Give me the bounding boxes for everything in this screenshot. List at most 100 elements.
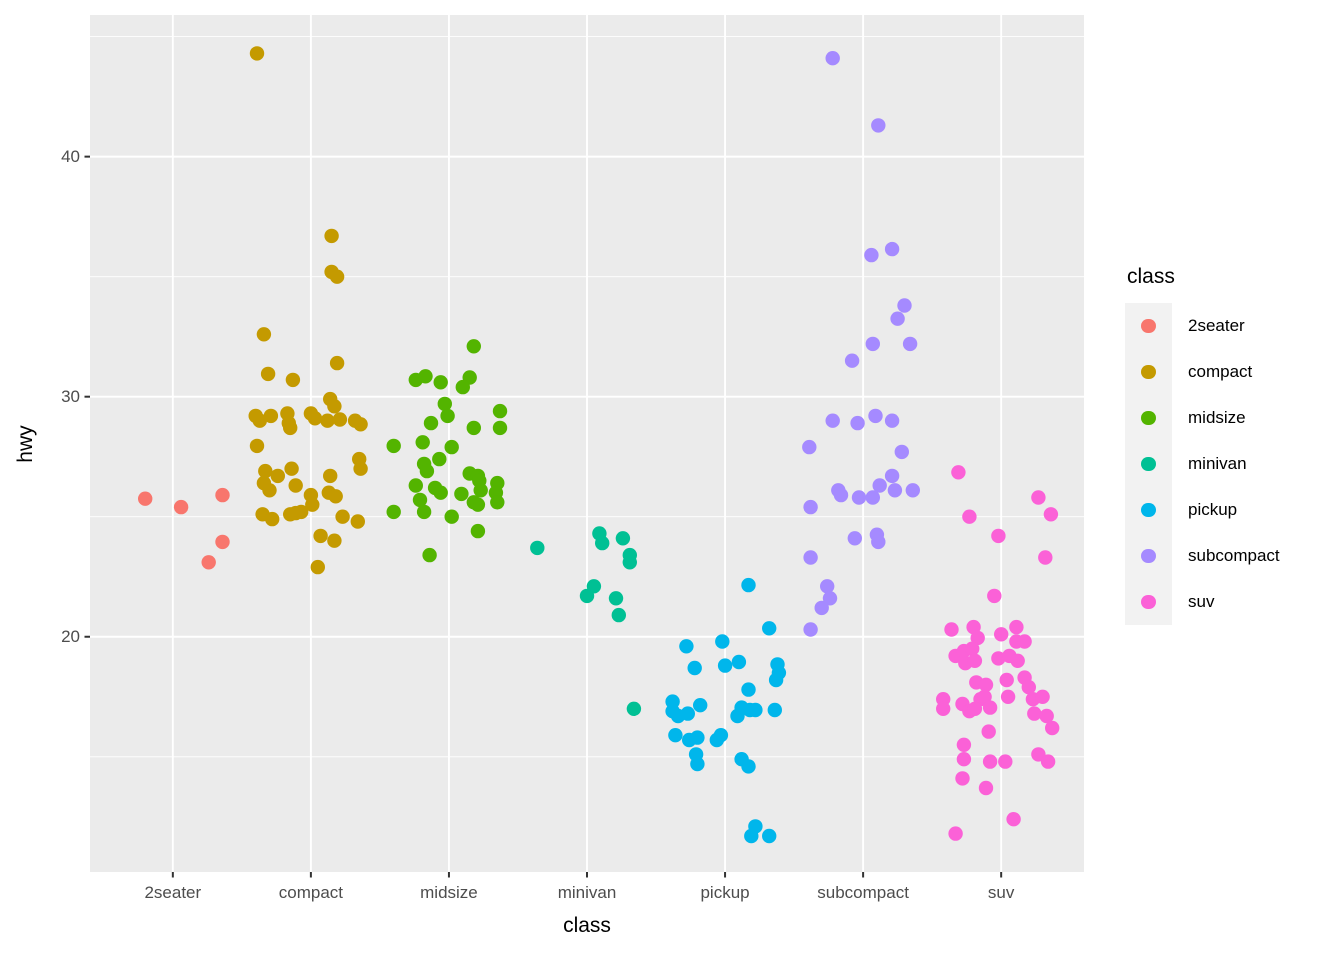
data-point-pickup [690, 756, 705, 772]
data-point-suv [977, 689, 992, 704]
data-point-compact [328, 489, 343, 504]
data-point-suv [951, 465, 966, 480]
data-point-suv [994, 627, 1009, 642]
data-point-midsize [412, 492, 428, 508]
data-point-midsize [386, 438, 401, 454]
data-point-minivan [608, 591, 624, 606]
data-point-midsize [440, 408, 455, 424]
data-point-pickup [717, 658, 733, 673]
data-point-2seater [215, 534, 230, 550]
data-point-suv [1039, 708, 1054, 724]
data-point-compact [305, 497, 320, 512]
data-point-subcompact [822, 591, 838, 606]
data-point-pickup [762, 621, 777, 636]
data-point-compact [262, 483, 277, 498]
data-point-suv [1027, 706, 1042, 721]
legend-label: 2seater [1188, 316, 1245, 335]
data-point-subcompact [847, 531, 862, 546]
data-point-2seater [215, 487, 230, 503]
data-point-compact [307, 411, 323, 426]
data-point-subcompact [871, 118, 886, 133]
data-point-subcompact [894, 444, 909, 460]
data-point-subcompact [802, 439, 817, 455]
data-point-compact [323, 468, 338, 484]
data-point-suv [1035, 689, 1050, 704]
data-point-compact [327, 399, 342, 414]
data-point-midsize [444, 439, 459, 455]
data-point-minivan [611, 607, 626, 623]
data-point-subcompact [851, 490, 867, 505]
data-point-midsize [444, 509, 459, 524]
legend-key [1125, 579, 1172, 625]
y-tick-label: 20 [61, 626, 80, 646]
legend-key [1125, 533, 1172, 579]
data-point-subcompact [902, 336, 918, 352]
data-point-subcompact [844, 353, 860, 368]
data-point-suv [1017, 634, 1032, 649]
data-point-suv [978, 780, 994, 796]
data-point-minivan [595, 535, 610, 551]
data-point-midsize [419, 463, 435, 479]
legend-dot-icon [1141, 318, 1156, 334]
data-point-suv [982, 700, 998, 715]
data-point-compact [324, 228, 339, 244]
data-point-subcompact [864, 247, 879, 263]
legend-dot-icon [1141, 456, 1156, 472]
data-point-subcompact [803, 499, 818, 515]
data-point-midsize [490, 495, 505, 510]
data-point-subcompact [872, 478, 887, 493]
legend-label: minivan [1188, 454, 1247, 473]
data-point-suv [948, 826, 963, 841]
x-tick-label-subcompact: subcompact [817, 883, 909, 902]
legend-label: suv [1188, 592, 1215, 611]
y-tick-label: 30 [61, 386, 80, 406]
data-point-subcompact [825, 413, 840, 428]
legend-item-subcompact: subcompact [1125, 533, 1280, 579]
data-point-suv [1010, 653, 1025, 668]
data-point-compact [258, 463, 273, 479]
data-point-compact [270, 468, 285, 484]
data-point-compact [327, 533, 342, 548]
data-point-2seater [173, 499, 189, 515]
data-point-midsize [433, 375, 448, 390]
x-axis-title: class [563, 914, 611, 937]
legend-key [1125, 349, 1172, 395]
data-point-pickup [730, 708, 745, 724]
legend-item-midsize: midsize [1125, 395, 1280, 441]
data-point-subcompact [905, 483, 920, 498]
data-point-minivan [530, 540, 545, 556]
data-point-subcompact [868, 408, 883, 424]
data-point-compact [284, 461, 299, 476]
x-tick-label-compact: compact [278, 883, 343, 902]
data-point-pickup [713, 728, 729, 743]
data-point-compact [313, 528, 328, 544]
data-point-subcompact [897, 298, 912, 313]
data-point-suv [991, 528, 1006, 544]
y-tick-label: 40 [61, 146, 80, 166]
data-point-midsize [492, 420, 508, 436]
data-point-compact [285, 372, 301, 388]
legend: class 2seater compact midsize minivan pickup… [1125, 265, 1280, 625]
data-point-pickup [668, 728, 683, 743]
data-point-suv [956, 737, 972, 752]
data-point-pickup [680, 706, 695, 721]
data-point-midsize [470, 523, 486, 539]
data-point-pickup [693, 698, 708, 713]
data-point-midsize [408, 478, 423, 493]
data-point-compact [350, 514, 365, 529]
data-point-suv [991, 651, 1006, 666]
data-point-midsize [423, 415, 439, 431]
legend-dot-icon [1141, 410, 1156, 426]
data-point-suv [1045, 720, 1060, 736]
data-point-pickup [715, 634, 730, 649]
data-point-pickup [748, 702, 763, 718]
data-point-pickup [679, 639, 694, 654]
data-point-compact [263, 408, 279, 424]
legend-dot-icon [1141, 502, 1156, 518]
data-point-compact [353, 417, 368, 432]
x-tick-label-2seater: 2seater [144, 883, 202, 902]
data-point-pickup [741, 759, 756, 774]
data-point-subcompact [803, 550, 818, 565]
data-point-subcompact [871, 534, 886, 550]
